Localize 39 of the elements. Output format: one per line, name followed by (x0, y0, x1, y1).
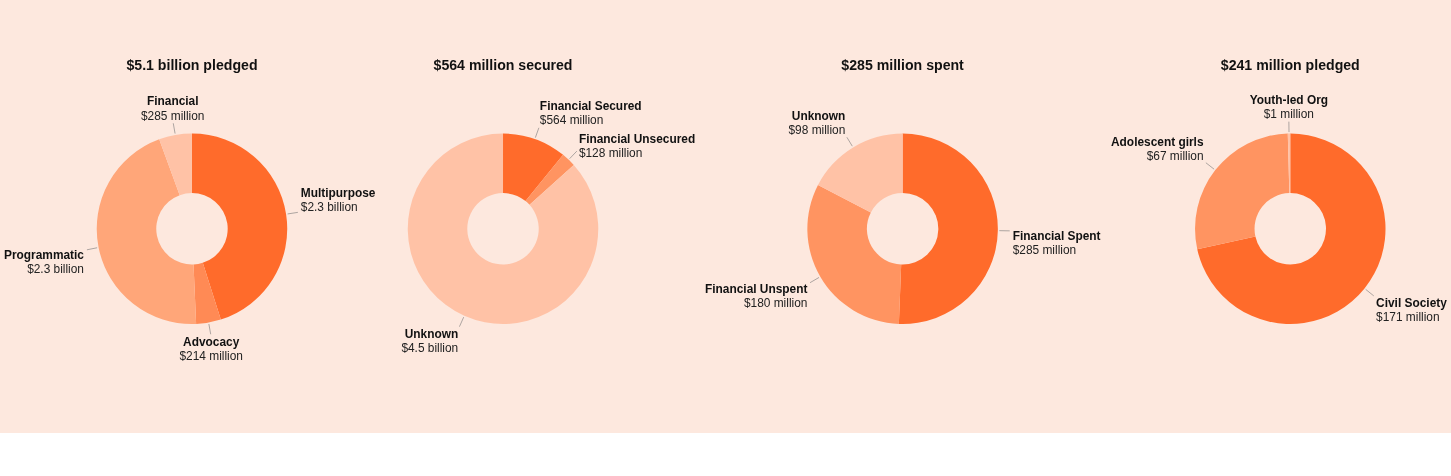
donut-slice (807, 185, 902, 324)
slice-label: Financial Secured (539, 99, 642, 114)
chart-title: $285 million spent (841, 57, 965, 74)
donut-slice (817, 133, 903, 213)
slice-label: Unknown (791, 108, 846, 123)
chart-title: $5.1 billion pledged (126, 57, 258, 74)
donut-slice (159, 133, 192, 196)
donut-slice (503, 133, 564, 202)
slice-label: Financial Unspent (705, 282, 808, 297)
data-label: $1 million (1263, 106, 1314, 121)
data-label: $285 million (1012, 243, 1077, 257)
slice-label: Financial (146, 94, 199, 109)
data-label: $67 million (1146, 149, 1204, 164)
data-label: $128 million (578, 146, 643, 160)
data-label: $214 million (179, 349, 243, 364)
donut-slice (898, 133, 998, 324)
data-label: $2.3 billion (27, 262, 84, 277)
slice-label: Advocacy (183, 335, 240, 350)
data-label: $171 million (1376, 309, 1440, 324)
data-label: $2.3 billion (300, 200, 358, 215)
slice-label: Programmatic (4, 248, 85, 263)
donut-slice (191, 133, 288, 320)
chart-title: $241 million pledged (1220, 57, 1360, 74)
data-label: $285 million (141, 108, 205, 123)
data-label: $180 million (743, 296, 808, 311)
slice-label: Youth-led Org (1249, 92, 1329, 107)
data-label: $564 million (539, 113, 604, 128)
donut-slice (193, 262, 221, 324)
donut-slice (525, 154, 574, 205)
slice-label: Financial Unsecured (578, 131, 696, 146)
slice-label: Unknown (404, 327, 459, 342)
slice-label: Civil Society (1376, 295, 1448, 310)
data-label: $98 million (788, 122, 846, 137)
slice-label: Adolescent girls (1111, 135, 1204, 150)
donut-slice (96, 139, 197, 324)
slice-label: Financial Spent (1012, 228, 1101, 243)
chart-title: $564 million secured (433, 57, 573, 74)
data-label: $4.5 billion (401, 341, 459, 356)
slice-label: Multipurpose (300, 186, 376, 201)
